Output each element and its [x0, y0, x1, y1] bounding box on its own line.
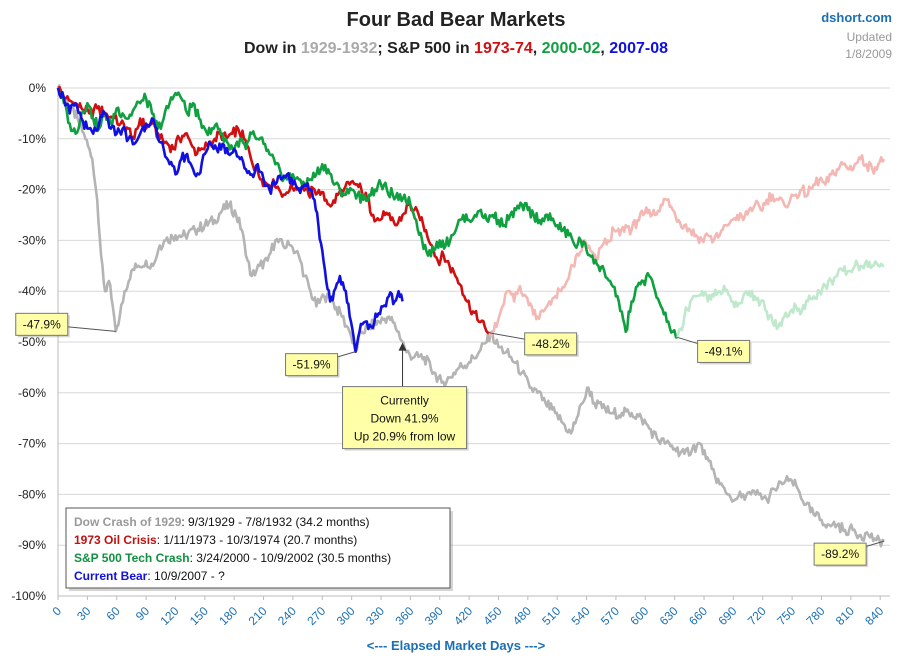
y-tick-label: 0% [29, 81, 47, 95]
subtitle-part-0: Dow in [244, 40, 301, 57]
legend-box [65, 507, 451, 589]
legend-entry-3: Current Bear: 10/9/2007 - ? [74, 569, 225, 583]
x-tick-label: 390 [422, 604, 446, 628]
y-tick-label: -80% [18, 487, 46, 501]
x-tick-label: 810 [833, 604, 857, 628]
legend-entry-0: Dow Crash of 1929: 9/3/1929 - 7/8/1932 (… [74, 515, 370, 529]
x-tick-label: 540 [569, 604, 593, 628]
y-tick-label: -50% [18, 335, 46, 349]
series-line-0 [56, 84, 885, 548]
series-lines [56, 84, 886, 548]
y-tick-label: -30% [18, 233, 46, 247]
x-tick-label: 690 [715, 604, 739, 628]
callout-4-box [813, 542, 867, 566]
subtitle-part-6: , [600, 40, 609, 57]
x-tick-label: 510 [539, 604, 563, 628]
x-tick-label: 600 [627, 604, 651, 628]
chart-subtitle: Dow in 1929-1932; S&P 500 in 1973-74, 20… [244, 40, 668, 57]
x-tick-label: 150 [187, 604, 211, 628]
subtitle-part-5: 2000-02 [542, 40, 601, 57]
credit-updated-label: Updated [847, 30, 892, 44]
subtitle-part-7: 2007-08 [609, 40, 668, 57]
current-note-box [342, 386, 468, 450]
credit-updated-date: 1/8/2009 [845, 47, 892, 61]
callout-2-text: -48.2% [532, 337, 570, 351]
subtitle-part-1: 1929-1932 [301, 40, 378, 57]
x-tick-label: 60 [104, 604, 124, 624]
callout-3-text: -49.1% [705, 344, 743, 358]
series-line-4 [676, 259, 885, 338]
current-note-line-0: Currently [380, 394, 429, 408]
callout-0-box [15, 312, 69, 336]
chart-title: Four Bad Bear Markets [347, 9, 566, 31]
x-tick-label: 180 [216, 604, 240, 628]
x-tick-label: 120 [158, 604, 182, 628]
subtitle-part-3: 1973-74 [474, 40, 533, 57]
y-tick-label: -60% [18, 386, 46, 400]
y-tick-label: -70% [18, 437, 46, 451]
y-tick-label: -90% [18, 538, 46, 552]
x-tick-label: 630 [657, 604, 681, 628]
y-tick-label: -40% [18, 284, 46, 298]
series-line-1 [57, 86, 490, 335]
y-tick-label: -10% [18, 132, 46, 146]
x-tick-label: 30 [74, 604, 94, 624]
x-tick-label: 720 [745, 604, 769, 628]
x-tick-label: 90 [133, 604, 153, 624]
x-tick-label: 210 [246, 604, 270, 628]
x-tick-label: 300 [334, 604, 358, 628]
x-tick-label: 240 [275, 604, 299, 628]
x-tick-label: 840 [862, 604, 886, 628]
x-tick-label: 330 [363, 604, 387, 628]
credit-source: dshort.com [821, 10, 892, 25]
callout-3-box [697, 339, 751, 363]
legend-entry-2: S&P 500 Tech Crash: 3/24/2000 - 10/9/200… [74, 551, 391, 565]
series-line-3 [56, 87, 678, 339]
x-tick-label: 450 [481, 604, 505, 628]
callout-1-box [285, 353, 339, 377]
current-note-line-1: Down 41.9% [371, 412, 439, 426]
x-tick-label: 420 [451, 604, 475, 628]
series-line-2 [488, 154, 886, 338]
callout-1-text: -51.9% [293, 358, 331, 372]
subtitle-part-2: ; S&P 500 in [377, 40, 474, 57]
callouts: -47.9% -51.9% -48.2% -49.1% -89.2% Currently D… [15, 312, 885, 568]
x-tick-label: 570 [598, 604, 622, 628]
legend: Dow Crash of 1929: 9/3/1929 - 7/8/1932 (… [65, 507, 453, 591]
x-tick-label: 750 [774, 604, 798, 628]
x-tick-label: 270 [304, 604, 328, 628]
y-axis-ticks: 0% -10% -20% -30% -40% -50% -60% -70% -80% -90% -1… [11, 81, 46, 603]
y-tick-label: -100% [11, 589, 46, 603]
current-note-line-2: Up 20.9% from low [354, 430, 456, 444]
grid-lines [57, 87, 890, 597]
x-axis-label: <--- Elapsed Market Days ---> [367, 638, 546, 653]
legend-entry-1: 1973 Oil Crisis: 1/11/1973 - 10/3/1974 (… [74, 533, 357, 547]
subtitle-part-4: , [533, 40, 542, 57]
callout-2-box [524, 332, 578, 356]
x-axis-ticks: 0 30 60 90 120 150 180 210 240 270 300 330 360 390 420… [49, 596, 887, 628]
x-tick-label: 480 [510, 604, 534, 628]
callout-0-text: -47.9% [23, 317, 61, 331]
x-tick-label: 780 [804, 604, 828, 628]
x-tick-label: 660 [686, 604, 710, 628]
y-tick-label: -20% [18, 183, 46, 197]
x-tick-label: 360 [392, 604, 416, 628]
callout-4-text: -89.2% [821, 547, 859, 561]
x-tick-label: 0 [49, 604, 64, 619]
current-arrow-head [398, 342, 407, 351]
series-line-5 [56, 87, 404, 354]
